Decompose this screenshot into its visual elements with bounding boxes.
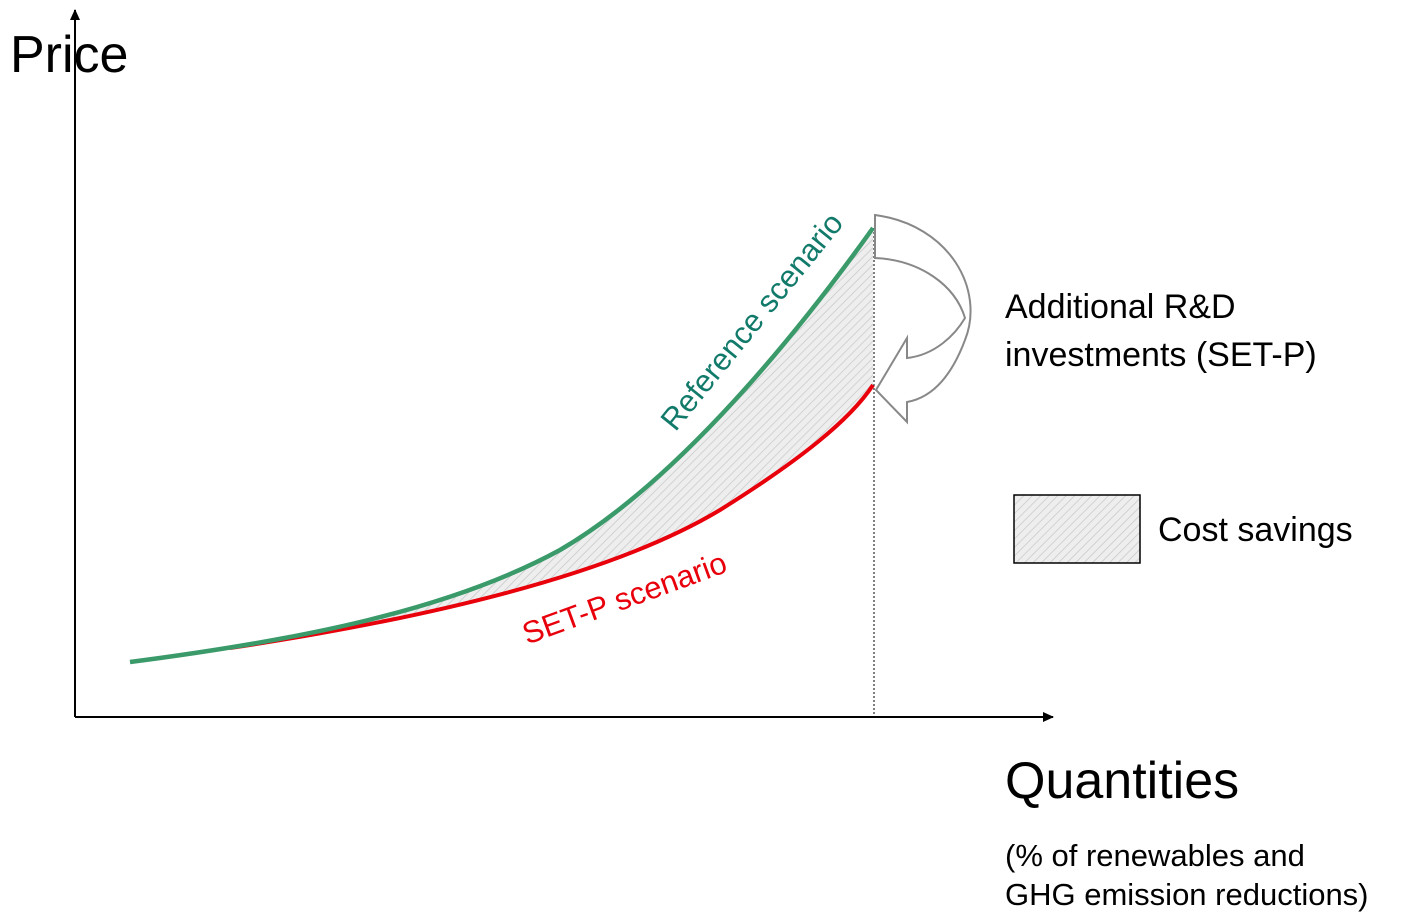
cost-savings-area <box>230 228 873 648</box>
legend-label: Cost savings <box>1158 511 1353 549</box>
annotation: investments (SET-P) <box>1005 336 1317 374</box>
x-note: (% of renewables and <box>1005 838 1305 873</box>
curved-arrow <box>874 213 972 425</box>
legend-swatch <box>1013 494 1141 564</box>
setp-curve <box>229 383 875 650</box>
annotation: Additional R&D <box>1005 288 1236 326</box>
y-axis-label: Price <box>10 26 128 84</box>
reference-curve <box>129 226 875 665</box>
x-note: GHG emission reductions) <box>1005 877 1369 912</box>
x-axis-label: Quantities <box>1005 752 1239 810</box>
